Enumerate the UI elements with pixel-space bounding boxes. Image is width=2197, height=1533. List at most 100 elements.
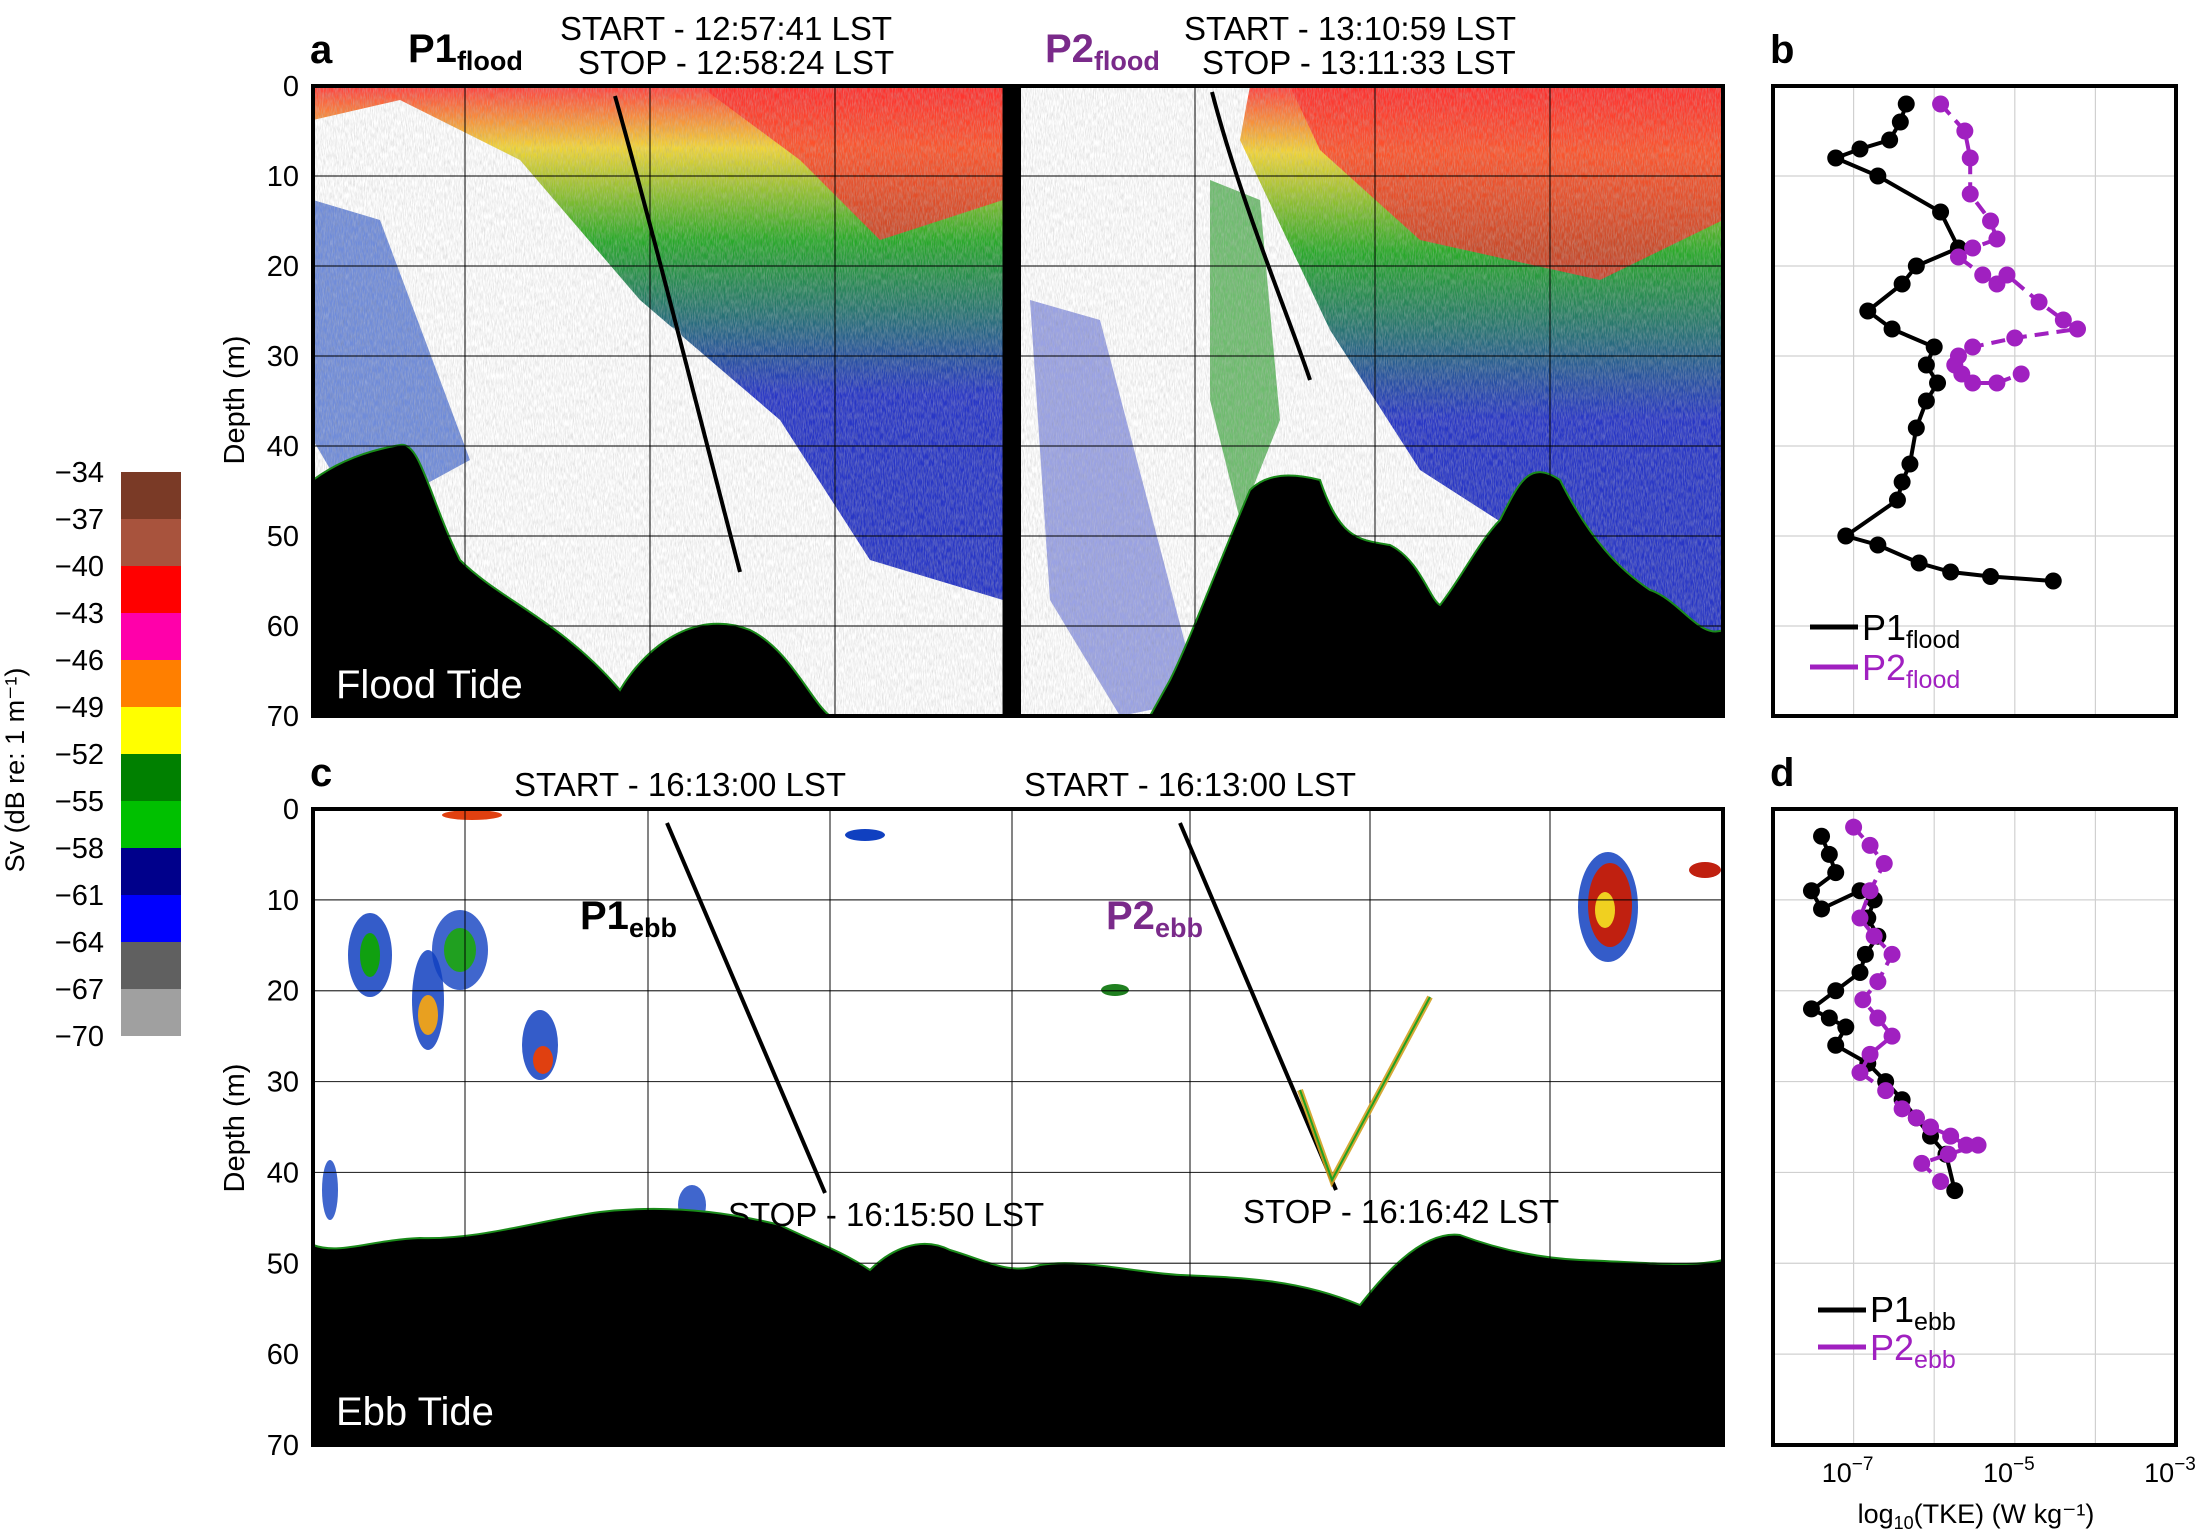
p2-flood-sub: flood (1094, 46, 1160, 76)
colorbar-tick-label: −37 (55, 504, 104, 536)
y-tick-label: 50 (267, 1248, 299, 1280)
p2-flood-name: P2 (1045, 27, 1094, 71)
school (1689, 862, 1721, 878)
data-point-P2ebb (1969, 1136, 1987, 1154)
panel-a-letter: a (310, 28, 333, 72)
data-point-P2flood (1974, 266, 1992, 284)
track-p2-ebb (1178, 822, 1338, 1191)
seafloor-p2-flood (1148, 471, 1723, 716)
plot-panel-d (1802, 818, 1987, 1200)
colorbar-swatch (121, 895, 181, 942)
data-point-P1ebb (1851, 964, 1869, 982)
colorbar-tick-label: −58 (55, 833, 104, 865)
y-tick-label: 70 (267, 701, 299, 733)
colorbar-tick-label: −61 (55, 880, 104, 912)
data-point-P1flood (1859, 302, 1877, 320)
p1-ebb-name: P1 (580, 894, 629, 938)
data-point-P2ebb (1883, 945, 1901, 963)
data-point-P1flood (1907, 257, 1925, 275)
data-point-P2ebb (1942, 1127, 1960, 1145)
y-tick-label: 60 (267, 1339, 299, 1371)
data-point-P1flood (1982, 568, 2000, 585)
legend-p2-ebb: P2ebb (1870, 1327, 1956, 1374)
colorbar-swatch (121, 942, 181, 989)
frame-panel-c (311, 807, 1725, 1447)
data-point-P2ebb (1861, 882, 1879, 900)
data-point-P1ebb (1813, 827, 1831, 845)
plot-panel-b (1827, 95, 2087, 590)
colorbar-tick-label: −49 (55, 692, 104, 724)
data-point-P2ebb (1861, 1045, 1879, 1063)
frame-panel-a (311, 84, 1725, 718)
y-tick-label: 70 (267, 1430, 299, 1462)
data-point-P2flood (1949, 248, 1967, 266)
p1-flood-stop: STOP - 12:58:24 LST (578, 44, 894, 81)
data-point-P1flood (1851, 140, 1869, 158)
data-point-P2ebb (1883, 1027, 1901, 1045)
p2-flood-title: P2flood (1045, 27, 1160, 76)
data-point-P2ebb (1907, 1109, 1925, 1127)
x-ticks-panel-d: 10−7 10−5 10−3 (1822, 1454, 2196, 1488)
panel-d-letter: d (1770, 751, 1794, 795)
data-point-P1flood (1910, 554, 1928, 572)
p2-flood-stop: STOP - 13:11:33 LST (1202, 44, 1516, 81)
data-point-P1flood (1893, 275, 1911, 293)
y-tick-label: 30 (267, 341, 299, 373)
y-tick-label: 20 (267, 251, 299, 283)
data-point-P2flood (2006, 329, 2024, 347)
data-point-P2flood (2030, 293, 2048, 311)
data-point-P2ebb (1913, 1154, 1931, 1172)
data-point-P2flood (1961, 149, 1979, 167)
y-tick-label: 10 (267, 885, 299, 917)
data-point-P1ebb (1946, 1182, 1964, 1200)
data-point-P1flood (1869, 167, 1887, 185)
data-point-P1flood (1929, 374, 1947, 392)
colorbar-tick-label: −40 (55, 551, 104, 583)
colorbar-tick-label: −43 (55, 598, 104, 630)
data-point-P1flood (1891, 113, 1909, 131)
echogram-p2-flood (1021, 86, 1723, 716)
y-tick-label: 40 (267, 1157, 299, 1189)
colorbar-swatch (121, 707, 181, 754)
series-line-P2flood (1939, 102, 2084, 385)
data-point-P2ebb (1939, 1145, 1957, 1163)
colorbar-swatch (121, 989, 181, 1036)
data-point-P2flood (2054, 311, 2072, 329)
grid-panel-c (313, 809, 1723, 1445)
data-point-P2ebb (1957, 1136, 1975, 1154)
frame-panel-d (1771, 807, 2178, 1447)
data-point-P1flood (1827, 149, 1845, 167)
colorbar-swatch (121, 660, 181, 707)
panel-c: c START - 16:13:00 LST START - 16:13:00 … (219, 751, 1725, 1462)
p2-ebb-title: P2ebb (1106, 894, 1203, 943)
data-point-P2ebb (1845, 818, 1863, 836)
p1-flood-name: P1 (408, 27, 457, 71)
p1-ebb-sub: ebb (629, 913, 677, 943)
colorbar: −34 −37 −40 −43 −46 −49 −52 −55 −58 −61 −64 −67 −70 (55, 457, 181, 1053)
data-point-P2flood (1964, 374, 1982, 392)
p2-ebb-start: START - 16:13:00 LST (1024, 766, 1356, 803)
data-point-P1ebb (1802, 1000, 1820, 1018)
panel-b: b P1flood P2flood (1770, 28, 2178, 718)
grid-panel-b (1772, 86, 2177, 716)
data-point-P2ebb (1854, 991, 1872, 1009)
y-tick-label: 20 (267, 976, 299, 1008)
data-point-P1flood (1917, 356, 1935, 374)
data-point-P1flood (1942, 563, 1960, 581)
data-point-P2flood (1956, 122, 1974, 140)
colorbar-swatch (121, 613, 181, 660)
data-point-P1ebb (1827, 1036, 1845, 1054)
school (533, 1046, 553, 1074)
grid-panel-a (313, 86, 1723, 716)
data-point-P2ebb (1922, 1118, 1940, 1136)
colorbar-swatch (121, 754, 181, 801)
colorbar-tick-label: −64 (55, 927, 104, 959)
colorbar-label: Sv (dB re: 1 m⁻¹) (0, 668, 30, 873)
colorbar-tick-label: −67 (55, 974, 104, 1006)
colorbar-swatch (121, 848, 181, 895)
p1-flood-start: START - 12:57:41 LST (560, 10, 892, 47)
data-point-P1ebb (1802, 882, 1820, 900)
data-point-P1flood (1869, 536, 1887, 554)
school (360, 933, 380, 977)
y-ticks-panel-a: 0 10 20 30 40 50 60 70 (267, 71, 299, 733)
